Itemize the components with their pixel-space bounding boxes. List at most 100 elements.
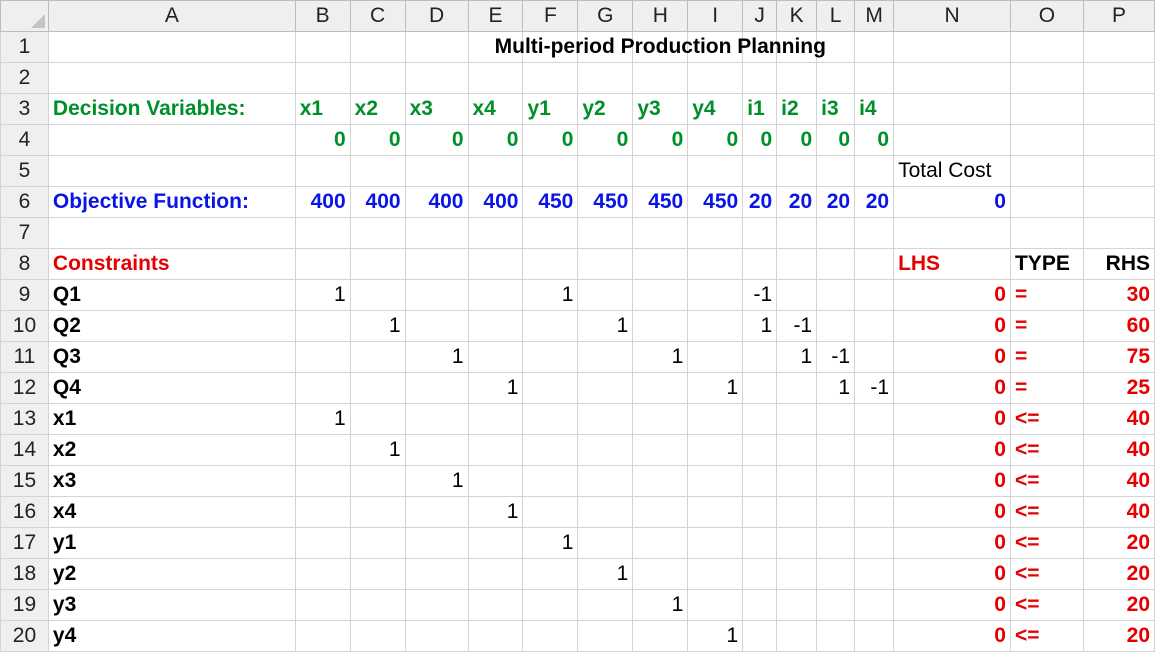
- cell-p7[interactable]: [1082, 217, 1155, 249]
- cell-e15[interactable]: [467, 465, 524, 497]
- cell-a19[interactable]: y3: [47, 589, 296, 621]
- cell-g3[interactable]: y2: [577, 93, 634, 125]
- cell-m8[interactable]: [854, 248, 895, 280]
- cell-n13[interactable]: 0: [893, 403, 1011, 435]
- cell-g8[interactable]: [577, 248, 634, 280]
- cell-j2[interactable]: [742, 62, 778, 94]
- cell-n20[interactable]: 0: [893, 620, 1011, 652]
- cell-a1[interactable]: [47, 31, 296, 63]
- cell-o7[interactable]: [1009, 217, 1084, 249]
- cell-o2[interactable]: [1009, 62, 1084, 94]
- cell-h12[interactable]: [632, 372, 689, 404]
- cell-f15[interactable]: [522, 465, 579, 497]
- cell-h20[interactable]: [632, 620, 689, 652]
- cell-l6[interactable]: 20: [816, 186, 856, 218]
- cell-b2[interactable]: [294, 62, 351, 94]
- cell-g16[interactable]: [577, 496, 634, 528]
- cell-e2[interactable]: [467, 62, 524, 94]
- cell-d8[interactable]: [404, 248, 469, 280]
- cell-i8[interactable]: [687, 248, 744, 280]
- cell-a10[interactable]: Q2: [47, 310, 296, 342]
- column-header-i[interactable]: I: [687, 0, 744, 32]
- cell-f16[interactable]: [522, 496, 579, 528]
- cell-g14[interactable]: [577, 434, 634, 466]
- cell-g7[interactable]: [577, 217, 634, 249]
- cell-l3[interactable]: i3: [816, 93, 856, 125]
- cell-i20[interactable]: 1: [687, 620, 744, 652]
- cell-c2[interactable]: [349, 62, 406, 94]
- cell-i7[interactable]: [687, 217, 744, 249]
- cell-p5[interactable]: [1082, 155, 1155, 187]
- cell-l18[interactable]: [816, 558, 856, 590]
- cell-m18[interactable]: [854, 558, 895, 590]
- cell-i4[interactable]: 0: [687, 124, 744, 156]
- cell-k13[interactable]: [776, 403, 818, 435]
- cell-k20[interactable]: [776, 620, 818, 652]
- cell-n14[interactable]: 0: [893, 434, 1011, 466]
- cell-c3[interactable]: x2: [349, 93, 406, 125]
- cell-c17[interactable]: [349, 527, 406, 559]
- cell-l15[interactable]: [816, 465, 856, 497]
- cell-n7[interactable]: [893, 217, 1011, 249]
- cell-d5[interactable]: [404, 155, 469, 187]
- row-header-9[interactable]: 9: [0, 279, 49, 311]
- cell-o1[interactable]: [1009, 31, 1084, 63]
- cell-i14[interactable]: [687, 434, 744, 466]
- cell-e3[interactable]: x4: [467, 93, 524, 125]
- cell-j7[interactable]: [742, 217, 778, 249]
- cell-o5[interactable]: [1009, 155, 1084, 187]
- cell-b18[interactable]: [294, 558, 351, 590]
- cell-i6[interactable]: 450: [687, 186, 744, 218]
- cell-j10[interactable]: 1: [742, 310, 778, 342]
- row-header-2[interactable]: 2: [0, 62, 49, 94]
- cell-e9[interactable]: [467, 279, 524, 311]
- cell-j13[interactable]: [742, 403, 778, 435]
- select-all-corner[interactable]: [0, 0, 49, 32]
- column-header-k[interactable]: K: [776, 0, 818, 32]
- cell-m19[interactable]: [854, 589, 895, 621]
- cell-h2[interactable]: [632, 62, 689, 94]
- cell-h16[interactable]: [632, 496, 689, 528]
- cell-f6[interactable]: 450: [522, 186, 579, 218]
- cell-k12[interactable]: [776, 372, 818, 404]
- cell-b10[interactable]: [294, 310, 351, 342]
- cell-a18[interactable]: y2: [47, 558, 296, 590]
- cell-f19[interactable]: [522, 589, 579, 621]
- cell-e10[interactable]: [467, 310, 524, 342]
- cell-i19[interactable]: [687, 589, 744, 621]
- column-header-f[interactable]: F: [522, 0, 579, 32]
- cell-h9[interactable]: [632, 279, 689, 311]
- cell-j20[interactable]: [742, 620, 778, 652]
- cell-a20[interactable]: y4: [47, 620, 296, 652]
- cell-c6[interactable]: 400: [349, 186, 406, 218]
- cell-f3[interactable]: y1: [522, 93, 579, 125]
- cell-d11[interactable]: 1: [404, 341, 469, 373]
- cell-j18[interactable]: [742, 558, 778, 590]
- cell-k9[interactable]: [776, 279, 818, 311]
- column-header-a[interactable]: A: [47, 0, 296, 32]
- cell-k15[interactable]: [776, 465, 818, 497]
- cell-j15[interactable]: [742, 465, 778, 497]
- cell-e13[interactable]: [467, 403, 524, 435]
- cell-f12[interactable]: [522, 372, 579, 404]
- cell-j3[interactable]: i1: [742, 93, 778, 125]
- cell-d20[interactable]: [404, 620, 469, 652]
- cell-k14[interactable]: [776, 434, 818, 466]
- cell-a9[interactable]: Q1: [47, 279, 296, 311]
- row-header-17[interactable]: 17: [0, 527, 49, 559]
- cell-e7[interactable]: [467, 217, 524, 249]
- cell-m14[interactable]: [854, 434, 895, 466]
- cell-f7[interactable]: [522, 217, 579, 249]
- cell-a5[interactable]: [47, 155, 296, 187]
- cell-j9[interactable]: -1: [742, 279, 778, 311]
- cell-a6[interactable]: Objective Function:: [47, 186, 296, 218]
- cell-c19[interactable]: [349, 589, 406, 621]
- cell-f18[interactable]: [522, 558, 579, 590]
- cell-c1[interactable]: [349, 31, 406, 63]
- cell-b9[interactable]: 1: [294, 279, 351, 311]
- cell-p18[interactable]: 20: [1082, 558, 1155, 590]
- cell-k4[interactable]: 0: [776, 124, 818, 156]
- cell-i2[interactable]: [687, 62, 744, 94]
- cell-c12[interactable]: [349, 372, 406, 404]
- column-header-o[interactable]: O: [1009, 0, 1084, 32]
